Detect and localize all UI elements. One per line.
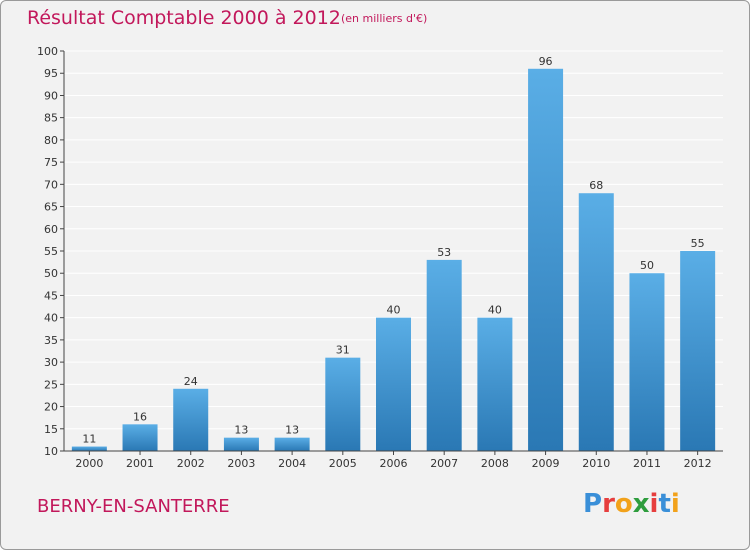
bar-2012 bbox=[680, 251, 716, 451]
x-tick-label-2011: 2011 bbox=[633, 457, 661, 470]
x-tick-label-2004: 2004 bbox=[278, 457, 306, 470]
bar-2008 bbox=[477, 317, 513, 451]
y-tick-label: 25 bbox=[44, 378, 58, 391]
logo-letter: x bbox=[632, 489, 650, 519]
y-tick-label: 100 bbox=[37, 45, 58, 58]
bar-2001 bbox=[122, 424, 158, 451]
y-tick-label: 60 bbox=[44, 223, 58, 236]
bars bbox=[71, 68, 716, 452]
y-tick-label: 40 bbox=[44, 312, 58, 325]
value-label-2010: 68 bbox=[589, 179, 603, 192]
value-label-2001: 16 bbox=[133, 410, 147, 423]
y-tick-label: 55 bbox=[44, 245, 58, 258]
y-tick-label: 15 bbox=[44, 423, 58, 436]
y-tick-label: 50 bbox=[44, 267, 58, 280]
value-label-2000: 11 bbox=[82, 433, 96, 446]
logo-letter: i bbox=[670, 489, 680, 519]
x-tick-label-2001: 2001 bbox=[126, 457, 154, 470]
y-tick-label: 65 bbox=[44, 201, 58, 214]
value-label-2004: 13 bbox=[285, 424, 299, 437]
bar-2009 bbox=[528, 68, 564, 452]
x-tick-label-2002: 2002 bbox=[177, 457, 205, 470]
y-tick-label: 20 bbox=[44, 401, 58, 414]
bar-2000 bbox=[71, 446, 107, 451]
y-tick-label: 10 bbox=[44, 445, 58, 458]
y-tick-label: 90 bbox=[44, 89, 58, 102]
y-tick-label: 95 bbox=[44, 67, 58, 80]
x-tick-label-2009: 2009 bbox=[532, 457, 560, 470]
x-tick-label-2006: 2006 bbox=[380, 457, 408, 470]
value-label-2002: 24 bbox=[184, 375, 198, 388]
bar-2006 bbox=[376, 317, 411, 451]
bar-2005 bbox=[325, 357, 361, 451]
x-tick-label-2008: 2008 bbox=[481, 457, 509, 470]
logo-letter: r bbox=[602, 489, 615, 519]
x-tick-label-2003: 2003 bbox=[227, 457, 255, 470]
proxiti-logo: Proxiti bbox=[583, 489, 680, 519]
logo-letter: o bbox=[614, 489, 633, 519]
labels: 10 15 20 25 30 35 40 45 50 55 60 65 70 75 80 85 90 95 100 1… bbox=[37, 45, 712, 470]
value-label-2005: 31 bbox=[336, 344, 350, 357]
axes bbox=[60, 50, 723, 455]
y-tick-label: 30 bbox=[44, 356, 58, 369]
y-tick-label: 80 bbox=[44, 134, 58, 147]
value-label-2011: 50 bbox=[640, 259, 654, 272]
value-label-2012: 55 bbox=[691, 237, 705, 250]
commune-name: BERNY-EN-SANTERRE bbox=[37, 496, 230, 517]
value-label-2008: 40 bbox=[488, 304, 502, 317]
bar-2003 bbox=[223, 437, 259, 451]
y-tick-label: 45 bbox=[44, 289, 58, 302]
logo-letter: i bbox=[649, 489, 659, 519]
bar-2010 bbox=[578, 193, 614, 451]
logo-letter: P bbox=[583, 489, 603, 519]
value-label-2003: 13 bbox=[234, 424, 248, 437]
chart-unit: (en milliers d'€) bbox=[341, 12, 428, 25]
value-label-2007: 53 bbox=[437, 246, 451, 259]
x-tick-label-2007: 2007 bbox=[430, 457, 458, 470]
x-tick-label-2000: 2000 bbox=[75, 457, 103, 470]
chart-title: Résultat Comptable 2000 à 2012 bbox=[27, 7, 341, 29]
y-tick-label: 70 bbox=[44, 178, 58, 191]
value-label-2009: 96 bbox=[539, 55, 553, 68]
bar-2004 bbox=[274, 437, 310, 451]
bar-2007 bbox=[426, 259, 462, 451]
x-tick-label-2010: 2010 bbox=[582, 457, 610, 470]
y-tick-label: 35 bbox=[44, 334, 58, 347]
y-tick-label: 85 bbox=[44, 112, 58, 125]
value-label-2006: 40 bbox=[387, 304, 401, 317]
logo-letter: t bbox=[658, 489, 671, 519]
bar-2002 bbox=[173, 388, 209, 451]
bar-2011 bbox=[629, 273, 665, 451]
x-tick-label-2005: 2005 bbox=[329, 457, 357, 470]
x-tick-label-2012: 2012 bbox=[684, 457, 712, 470]
y-tick-label: 75 bbox=[44, 156, 58, 169]
